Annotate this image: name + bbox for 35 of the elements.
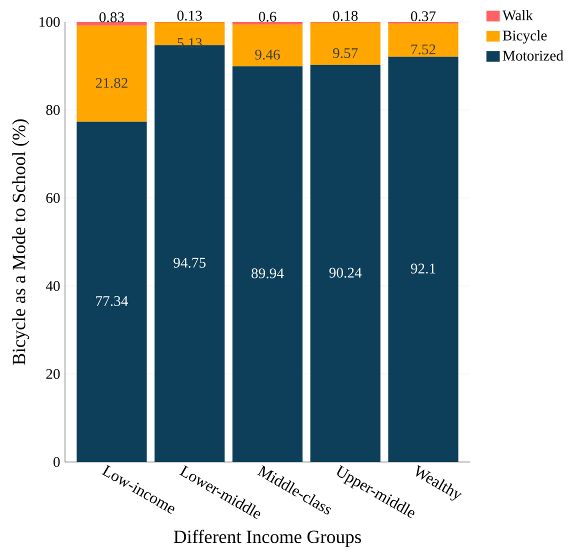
bar <box>388 56 458 462</box>
data-label: 7.52 <box>411 44 436 54</box>
data-label: 0.18 <box>333 10 358 21</box>
data-label: 0.37 <box>410 11 436 22</box>
y-tick-label: 0 <box>54 457 60 467</box>
data-label: 0.83 <box>99 12 124 22</box>
data-label: 90.24 <box>329 268 362 278</box>
data-label: 89.94 <box>252 268 284 278</box>
bar <box>388 24 458 57</box>
bar <box>232 24 303 66</box>
y-tick-label: 80 <box>46 105 60 115</box>
data-label: 0.6 <box>258 12 276 22</box>
legend-label: Walk <box>502 10 534 20</box>
data-label: 9.57 <box>333 48 358 58</box>
y-tick-label: 100 <box>40 17 60 27</box>
y-tick-label: 40 <box>46 281 60 291</box>
bar <box>310 22 380 65</box>
data-label: 9.46 <box>255 50 280 60</box>
data-label: 77.34 <box>96 296 128 306</box>
y-axis-title: Bicycle as a Mode to School (%) <box>12 119 30 365</box>
bar <box>76 122 147 462</box>
legend-label: Bicycle <box>502 30 547 44</box>
legend-label: Motorized <box>502 50 564 61</box>
bar <box>310 64 380 462</box>
x-axis-title: Different Income Groups <box>174 530 361 547</box>
bar <box>76 22 147 26</box>
data-label: 21.82 <box>96 78 128 88</box>
bar <box>232 22 303 25</box>
data-label: 0.13 <box>177 10 202 21</box>
data-label: 92.1 <box>410 264 436 274</box>
y-tick-label: 60 <box>46 193 60 203</box>
y-tick-label: 20 <box>46 369 60 379</box>
data-label: 94.75 <box>174 258 206 268</box>
bar <box>76 26 147 122</box>
bar <box>232 66 303 462</box>
